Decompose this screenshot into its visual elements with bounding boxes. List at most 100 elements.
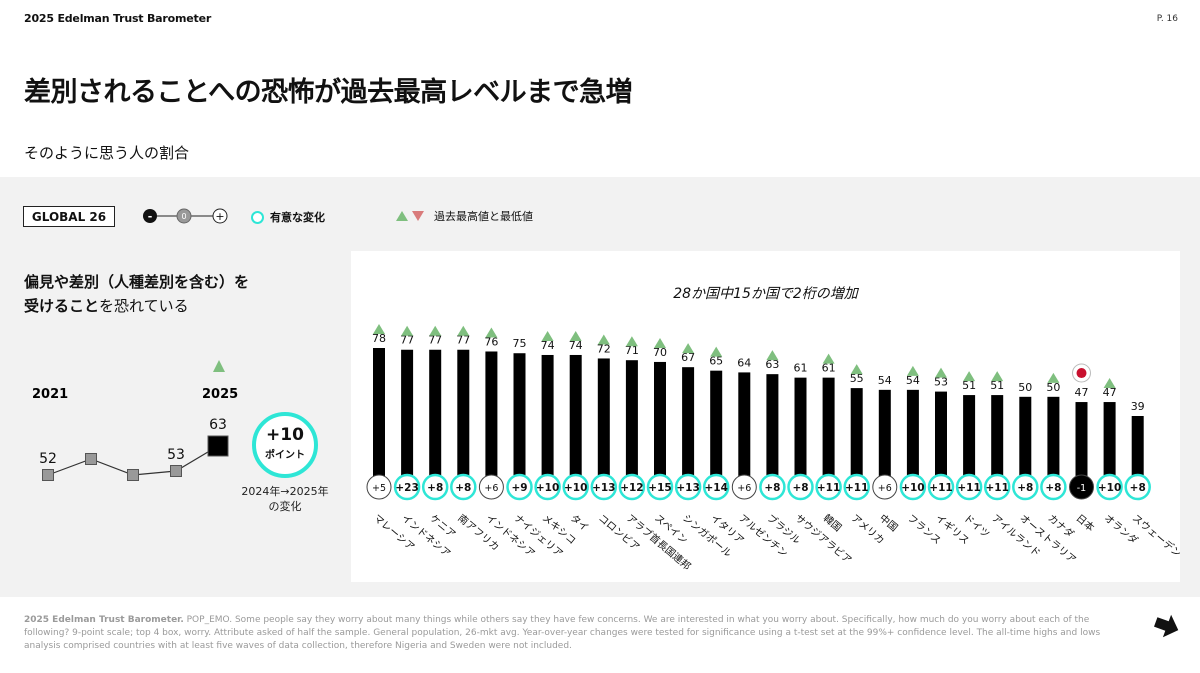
change-label: +6 <box>878 483 892 494</box>
bar <box>710 370 723 484</box>
bar <box>654 361 666 484</box>
bar <box>569 354 582 484</box>
bar <box>625 360 638 484</box>
change-marker <box>478 474 504 500</box>
change-marker <box>927 473 955 501</box>
scale-minus-marker <box>143 209 157 223</box>
bar-value-label: 77 <box>400 334 414 347</box>
significant-legend-label: 有意な変化 <box>270 211 325 224</box>
change-marker <box>1124 473 1151 501</box>
category-label: アイルランド <box>989 512 1042 559</box>
high-triangle <box>457 325 470 336</box>
bar-value-label: 71 <box>625 344 639 357</box>
global-change-badge: +10 ポイント <box>252 412 318 478</box>
change-marker <box>534 473 561 501</box>
bar-value-label: 51 <box>990 379 1004 392</box>
change-label: +10 <box>564 482 587 494</box>
question-line-2-rest: を恐れている <box>99 297 189 315</box>
change-label: +10 <box>901 482 924 494</box>
high-triangle <box>766 350 779 361</box>
change-marker <box>393 473 421 501</box>
bar-value-label: 54 <box>906 374 920 387</box>
bar <box>457 349 470 484</box>
high-triangle <box>485 327 498 338</box>
change-marker <box>506 473 533 501</box>
trend-high-triangle <box>213 360 225 372</box>
chart-title: 28か国中15か国で2桁の増加 <box>673 286 858 302</box>
change-label: +15 <box>648 482 671 494</box>
scale-minus-label: - <box>148 210 153 223</box>
bar-value-label: 50 <box>1046 381 1060 394</box>
bar-value-label: 72 <box>597 342 611 355</box>
bar-value-label: 74 <box>541 339 555 352</box>
brand-logo-text: 2025 Edelman Trust Barometer <box>24 12 212 25</box>
high-triangle <box>682 343 695 354</box>
change-label: +11 <box>845 482 868 494</box>
bar <box>991 395 1004 484</box>
bar-value-label: 39 <box>1131 400 1145 413</box>
trend-point <box>42 469 54 481</box>
footnote-text: POP_EMO. Some people say they worry abou… <box>24 615 1101 651</box>
bar-value-label: 51 <box>962 379 976 392</box>
global-trend-chart: 2021 2025 52 53 63 <box>32 360 238 481</box>
trend-year-end: 2025 <box>202 387 238 402</box>
high-triangle <box>654 337 666 348</box>
change-note-line-1: 2024年→2025年 <box>241 485 329 498</box>
high-triangle <box>935 367 947 378</box>
change-marker <box>674 473 702 501</box>
change-label: +11 <box>957 482 980 494</box>
change-marker <box>759 473 786 501</box>
change-marker <box>450 473 477 501</box>
change-label: +5 <box>372 483 386 494</box>
bar-value-label: 70 <box>653 346 667 359</box>
high-triangle <box>429 325 442 336</box>
change-label: +11 <box>817 482 840 494</box>
bar-value-label: 67 <box>681 351 695 364</box>
high-low-legend: 過去最高値と最低値 <box>396 208 533 224</box>
bar-value-label: 61 <box>794 362 808 375</box>
bar <box>878 389 891 484</box>
change-scale-legend: - 0 + <box>143 208 228 224</box>
change-marker <box>731 474 757 500</box>
change-note: 2024年→2025年 の変化 <box>220 484 350 514</box>
trend-point <box>207 435 229 457</box>
significant-change-legend: 有意な変化 <box>251 209 325 225</box>
bar <box>906 389 919 484</box>
high-triangle <box>569 330 582 341</box>
global-change-unit: ポイント <box>265 450 305 461</box>
change-note-line-2: の変化 <box>268 500 302 513</box>
change-marker <box>1096 473 1123 501</box>
change-label: +8 <box>1045 482 1061 494</box>
change-label: +10 <box>536 482 559 494</box>
significant-ring-icon <box>251 210 264 224</box>
high-triangle <box>850 364 863 375</box>
change-label: -1 <box>1077 483 1086 494</box>
change-marker <box>983 473 1011 501</box>
change-label: +6 <box>737 483 751 494</box>
bar <box>794 377 807 484</box>
change-marker <box>366 474 392 500</box>
trend-point-label: 63 <box>209 417 227 433</box>
bar-value-label: 76 <box>484 335 498 348</box>
bar-value-label: 47 <box>1103 386 1117 399</box>
bar-value-label: 78 <box>372 332 386 345</box>
category-label: 中国 <box>877 511 901 534</box>
change-marker <box>843 473 870 501</box>
change-marker <box>955 473 983 501</box>
bar-value-label: 77 <box>428 334 442 347</box>
bar-value-label: 63 <box>765 358 779 371</box>
change-label: +8 <box>455 482 471 494</box>
change-marker <box>899 473 927 501</box>
next-arrow-icon[interactable] <box>1153 611 1181 639</box>
change-marker <box>872 474 898 500</box>
change-label: +13 <box>592 482 615 494</box>
trend-point <box>85 453 97 465</box>
scale-plus-label: + <box>215 210 224 223</box>
change-marker <box>1069 474 1094 500</box>
bar <box>935 391 947 484</box>
high-triangle <box>963 371 976 382</box>
change-marker <box>646 473 674 501</box>
footnote: 2025 Edelman Trust Barometer. POP_EMO. S… <box>24 614 1134 653</box>
bar <box>401 349 414 484</box>
bar-value-label: 61 <box>822 362 836 375</box>
